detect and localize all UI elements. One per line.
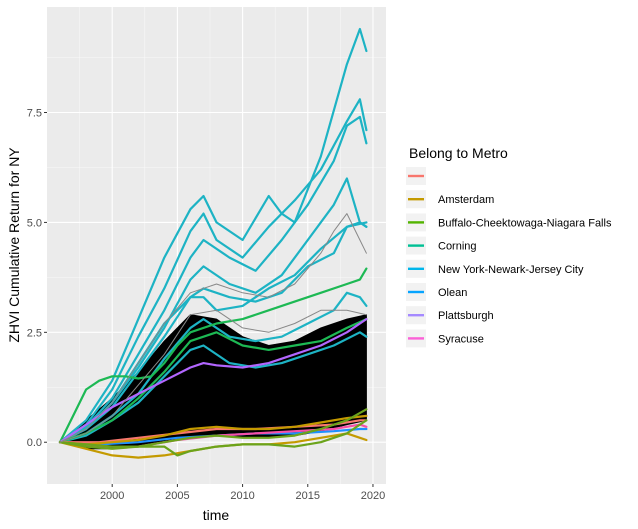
legend-label: New York-Newark-Jersey City	[438, 264, 584, 276]
series-lines	[58, 27, 368, 459]
x-tick-label: 2015	[296, 490, 320, 502]
series-line-buffalo-16	[58, 419, 368, 457]
y-axis-ticks: 0.0 2.5 5.0 7.5	[27, 108, 47, 449]
x-tick-label: 2020	[361, 490, 385, 502]
series-line-amsterdam-15	[58, 414, 368, 446]
legend-label: Amsterdam	[438, 194, 494, 206]
series-line-corning-8	[58, 267, 368, 444]
legend-label: Olean	[438, 287, 467, 299]
legend-label: Corning	[438, 241, 477, 253]
y-tick-label: 7.5	[27, 108, 42, 120]
series-line-newyork-5	[58, 291, 368, 444]
y-tick-label: 2.5	[27, 327, 42, 339]
x-tick-label: 2000	[100, 490, 124, 502]
x-axis-title: time	[203, 507, 230, 523]
series-line-plattsburgh-10	[58, 318, 368, 444]
series-line-newyork-4	[58, 221, 368, 444]
series-line-unaffiliated_highlight-18	[59, 213, 367, 443]
y-axis-title: ZHVI Cumulative Return for NY	[6, 147, 22, 343]
y-tick-label: 0.0	[27, 437, 42, 449]
legend-title: Belong to Metro	[409, 145, 508, 161]
legend: Belong to Metro Amsterdam Buffalo-Cheekto…	[406, 145, 612, 348]
x-tick-label: 2010	[230, 490, 254, 502]
x-tick-label: 2005	[165, 490, 189, 502]
x-axis-ticks: 2000 2005 2010 2015 2020	[100, 484, 385, 502]
series-line-newyork-0	[58, 27, 368, 444]
series-line-newyork-1	[58, 98, 368, 444]
y-tick-label: 5.0	[27, 217, 42, 229]
legend-label: Syracuse	[438, 333, 484, 345]
series-line-corning-9	[58, 318, 368, 444]
legend-label: Buffalo-Cheektowaga-Niagara Falls	[438, 217, 612, 229]
series-line-newyork-2	[58, 115, 368, 444]
series-line-buffalo-17	[58, 408, 368, 450]
series-line-unaffiliated_highlight-19	[59, 309, 367, 443]
legend-label: Plattsburgh	[438, 310, 494, 322]
